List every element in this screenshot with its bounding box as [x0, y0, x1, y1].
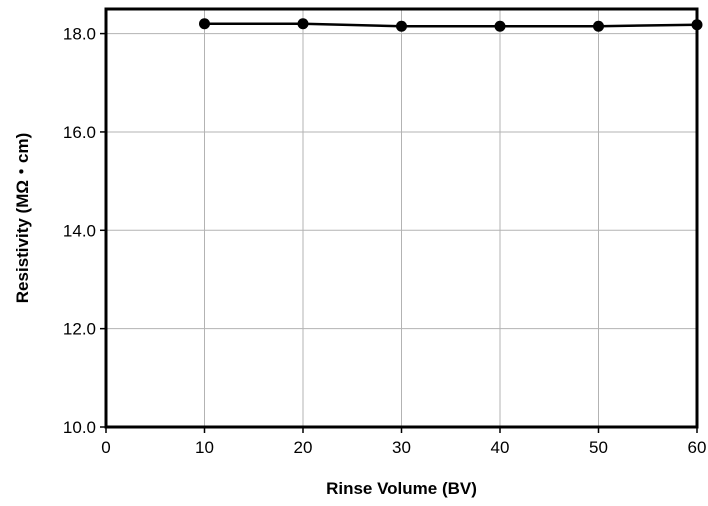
x-tick-label: 30 [392, 438, 411, 457]
y-tick-label: 14.0 [63, 221, 96, 240]
x-tick-label: 0 [101, 438, 110, 457]
x-tick-label: 20 [294, 438, 313, 457]
y-tick-label: 18.0 [63, 25, 96, 44]
x-axis-ticks: 0 10 20 30 40 50 60 [101, 427, 706, 457]
x-tick-label: 40 [491, 438, 510, 457]
data-point [593, 20, 604, 32]
series-line [204, 22, 698, 28]
x-tick-label: 60 [688, 438, 707, 457]
y-tick-label: 12.0 [63, 320, 96, 339]
x-tick-label: 10 [195, 438, 214, 457]
x-axis-title: Rinse Volume (BV) [326, 479, 477, 498]
y-axis-title: Resistivity (MΩ・cm) [13, 133, 32, 303]
y-tick-label: 10.0 [63, 418, 96, 437]
y-axis-ticks: 10.0 12.0 14.0 16.0 18.0 [63, 25, 106, 437]
y-tick-label: 16.0 [63, 123, 96, 142]
series-group [199, 18, 703, 32]
data-point [297, 18, 309, 30]
x-tick-label: 50 [589, 438, 608, 457]
data-point [396, 20, 407, 32]
data-point [199, 18, 210, 30]
data-point [494, 20, 506, 32]
data-point [691, 19, 703, 31]
grid [106, 9, 697, 427]
